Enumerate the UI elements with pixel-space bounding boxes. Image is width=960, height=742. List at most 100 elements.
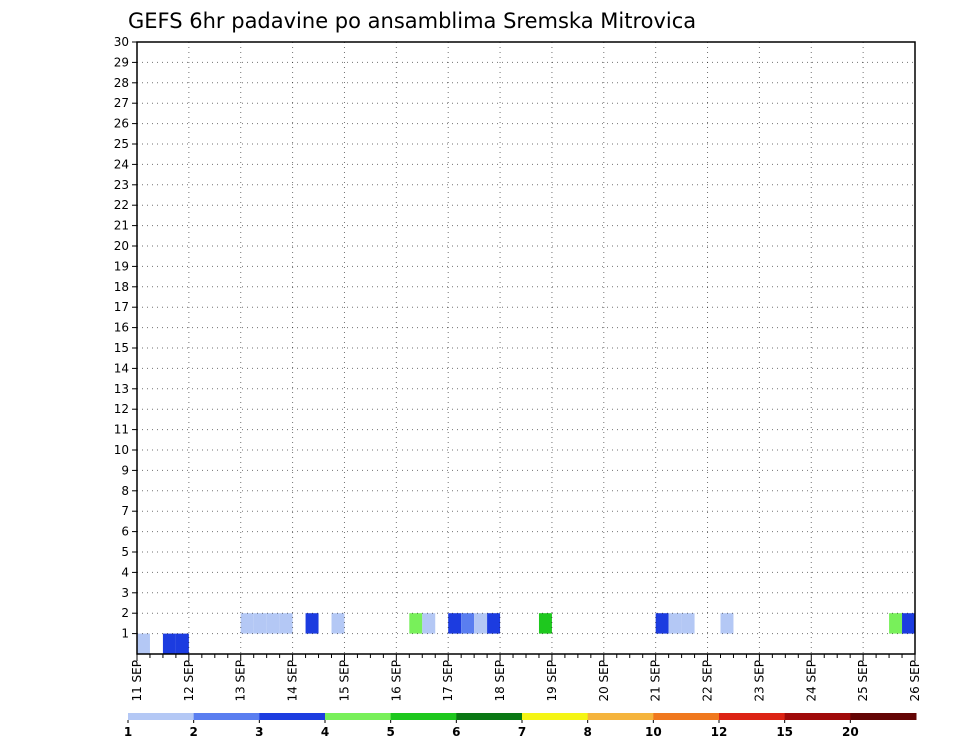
x-tick-label: 14 SEP (286, 660, 300, 702)
y-tick-label: 27 (114, 96, 129, 110)
data-cell (175, 633, 189, 654)
legend-swatch (587, 713, 654, 720)
x-tick-label: 16 SEP (389, 660, 403, 702)
y-tick-label: 5 (121, 545, 129, 559)
data-cell (461, 613, 475, 634)
y-tick-label: 10 (114, 443, 129, 457)
y-tick-label: 22 (114, 198, 129, 212)
y-tick-label: 16 (114, 321, 129, 335)
legend-label: 6 (452, 725, 460, 739)
x-axis: 11 SEP 12 SEP 13 SEP 14 SEP 15 SEP 16 SEP 17 S… (130, 654, 922, 702)
data-cell (720, 613, 734, 634)
x-tick-label: 11 SEP (130, 660, 144, 702)
data-cell (305, 613, 319, 634)
y-tick-label: 12 (114, 402, 129, 416)
grid-layer (137, 41, 915, 654)
x-tick-label: 22 SEP (701, 660, 715, 702)
data-cell (681, 613, 695, 634)
y-tick-label: 18 (114, 280, 129, 294)
data-cell (162, 633, 176, 654)
legend-swatch (325, 713, 392, 720)
legend-swatch (784, 713, 851, 720)
y-tick-label: 20 (114, 239, 129, 253)
legend-swatch (128, 713, 195, 720)
data-cell (487, 613, 501, 634)
legend-label: 8 (583, 725, 591, 739)
data-cell (253, 613, 267, 634)
x-tick-label: 13 SEP (234, 660, 248, 702)
y-tick-label: 4 (121, 565, 129, 579)
data-cell (266, 613, 280, 634)
legend-swatch (522, 713, 589, 720)
y-tick-label: 26 (114, 117, 129, 131)
x-tick-label: 24 SEP (804, 660, 818, 702)
data-cell (655, 613, 669, 634)
legend-label: 2 (189, 725, 197, 739)
legend-swatch (390, 713, 457, 720)
data-cell (902, 613, 915, 634)
x-tick-label: 19 SEP (545, 660, 559, 702)
data-cell (538, 613, 552, 634)
y-tick-label: 13 (114, 382, 129, 396)
y-axis: 1234567891011121314151617181920212223242… (114, 35, 137, 641)
x-tick-label: 15 SEP (337, 660, 351, 702)
y-tick-label: 7 (121, 504, 129, 518)
y-tick-label: 3 (121, 586, 129, 600)
data-cell (240, 613, 254, 634)
y-tick-label: 11 (114, 423, 129, 437)
legend-swatch (259, 713, 326, 720)
y-tick-label: 6 (121, 525, 129, 539)
legend-swatch (653, 713, 720, 720)
x-tick-label: 12 SEP (182, 660, 196, 702)
legend-label: 15 (776, 725, 793, 739)
data-cell (889, 613, 903, 634)
legend-label: 7 (518, 725, 526, 739)
y-tick-label: 28 (114, 76, 129, 90)
cells-layer (137, 613, 915, 654)
y-tick-label: 17 (114, 300, 129, 314)
y-tick-label: 19 (114, 259, 129, 273)
legend-label: 12 (711, 725, 728, 739)
y-tick-label: 2 (121, 606, 129, 620)
data-cell (474, 613, 488, 634)
y-tick-label: 29 (114, 55, 129, 69)
legend-label: 10 (645, 725, 662, 739)
data-cell (448, 613, 462, 634)
y-tick-label: 1 (121, 627, 129, 641)
legend-label: 20 (842, 725, 859, 739)
legend-label: 4 (321, 725, 329, 739)
data-cell (409, 613, 423, 634)
y-tick-label: 9 (121, 463, 129, 477)
y-tick-label: 21 (114, 219, 129, 233)
x-tick-label: 23 SEP (752, 660, 766, 702)
y-tick-label: 23 (114, 178, 129, 192)
x-tick-label: 17 SEP (441, 660, 455, 702)
y-tick-label: 8 (121, 484, 129, 498)
y-tick-label: 15 (114, 341, 129, 355)
data-cell (137, 633, 150, 654)
data-cell (331, 613, 345, 634)
x-tick-label: 20 SEP (597, 660, 611, 702)
chart-title: GEFS 6hr padavine po ansamblima Sremska … (128, 9, 696, 33)
y-tick-label: 25 (114, 137, 129, 151)
data-cell (279, 613, 293, 634)
data-cell (422, 613, 436, 634)
legend-label: 5 (386, 725, 394, 739)
legend-swatch (850, 713, 917, 720)
y-tick-label: 30 (114, 35, 129, 49)
legend-swatch (456, 713, 523, 720)
x-tick-label: 25 SEP (856, 660, 870, 702)
data-cell (668, 613, 682, 634)
x-tick-label: 21 SEP (649, 660, 663, 702)
legend-swatch (193, 713, 260, 720)
y-tick-label: 14 (114, 361, 129, 375)
plot-frame (136, 41, 916, 655)
y-tick-label: 24 (114, 157, 129, 171)
legend-swatch (719, 713, 786, 720)
color-legend: 1 2 3 4 5 6 7 8 10 12 15 20 (124, 713, 917, 739)
x-tick-label: 18 SEP (493, 660, 507, 702)
legend-label: 3 (255, 725, 263, 739)
x-tick-label: 26 SEP (908, 660, 922, 702)
legend-label: 1 (124, 725, 132, 739)
